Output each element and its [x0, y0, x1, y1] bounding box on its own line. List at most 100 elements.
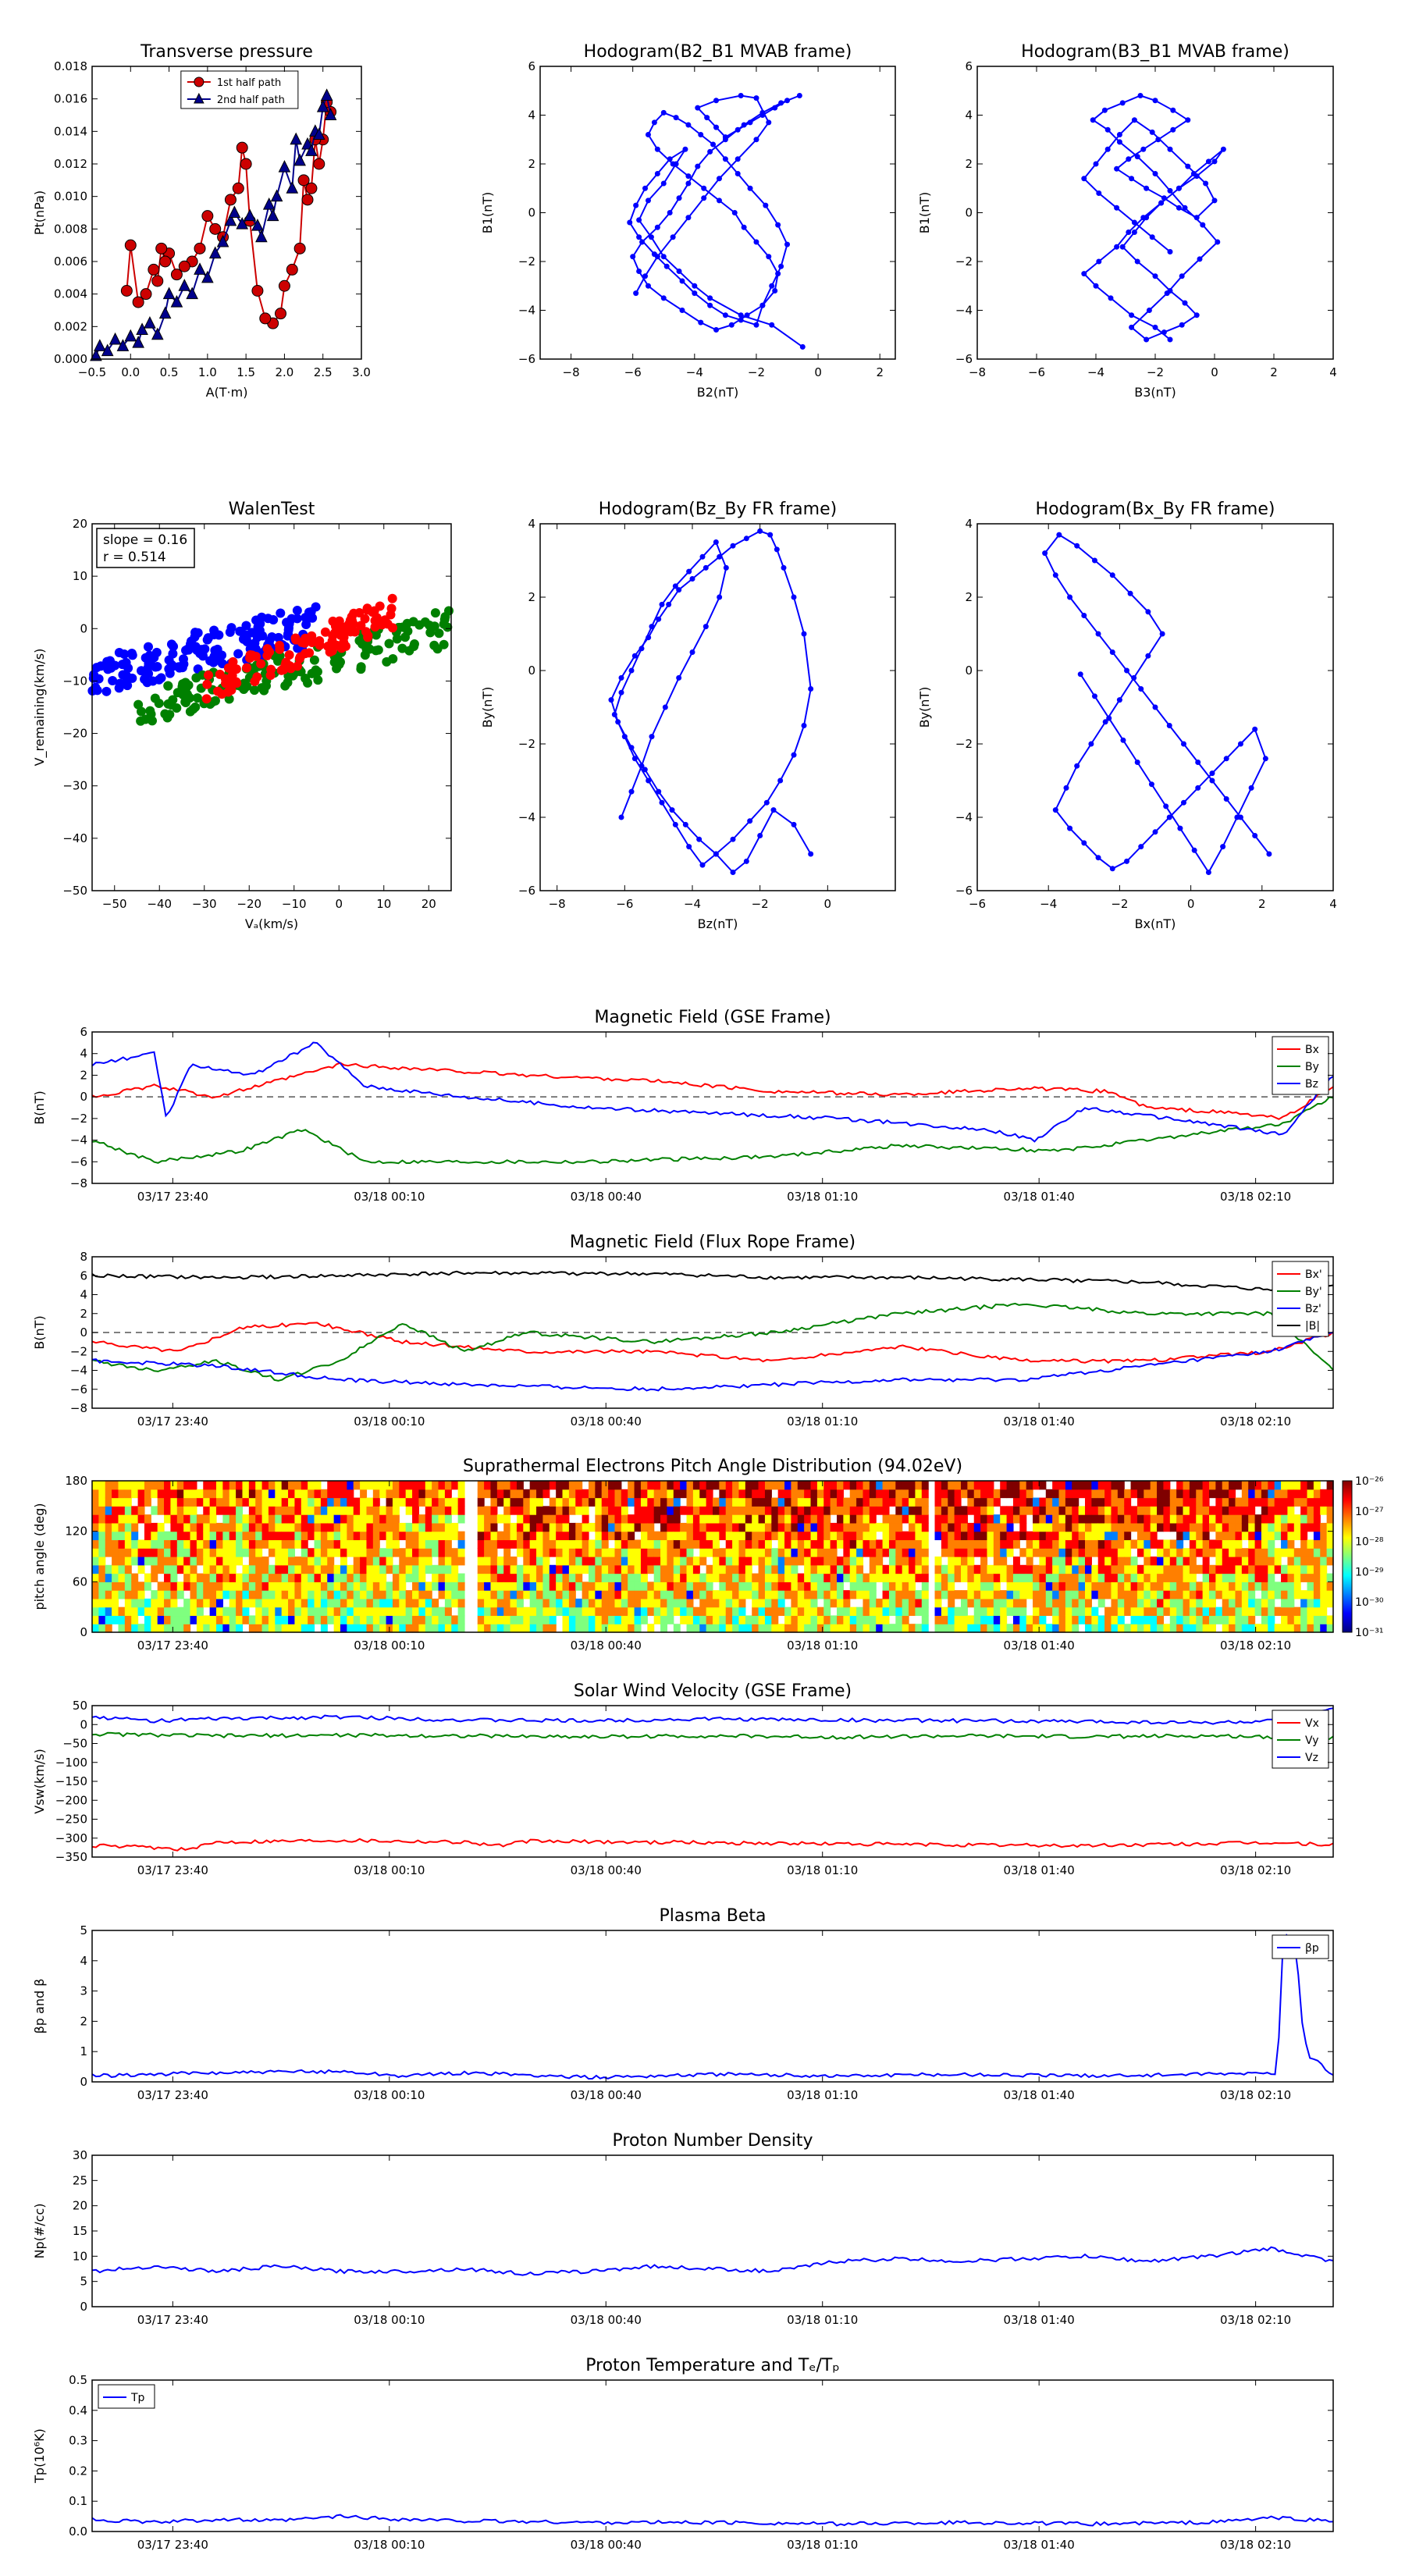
heatmap-cell	[1189, 1548, 1197, 1557]
heatmap-cell	[1183, 1573, 1190, 1582]
colorbar-tick-label: 10⁻³⁰	[1355, 1596, 1384, 1609]
data-point	[286, 181, 299, 194]
data-point	[1179, 322, 1185, 328]
heatmap-cell	[281, 1590, 289, 1599]
heatmap-cell	[1248, 1514, 1256, 1524]
heatmap-cell	[549, 1539, 557, 1549]
scatter-point	[168, 695, 178, 705]
data-point	[753, 322, 759, 328]
heatmap-cell	[1215, 1557, 1223, 1566]
heatmap-cell	[529, 1564, 537, 1574]
heatmap-cell	[1072, 1615, 1080, 1624]
heatmap-cell	[1222, 1582, 1229, 1591]
heatmap-cell	[516, 1497, 524, 1507]
heatmap-cell	[451, 1522, 459, 1532]
heatmap-cell	[457, 1598, 465, 1608]
heatmap-cell	[457, 1590, 465, 1599]
x-tick-label: 03/17 23:40	[137, 1414, 208, 1429]
heatmap-cell	[667, 1531, 674, 1541]
heatmap-cell	[308, 1573, 315, 1582]
scatter-point	[258, 683, 269, 693]
heatmap-cell	[647, 1522, 655, 1532]
legend-label: |B|	[1305, 1320, 1320, 1332]
heatmap-cell	[863, 1497, 870, 1507]
heatmap-cell	[863, 1573, 870, 1582]
heatmap-cell	[405, 1573, 413, 1582]
heatmap-cell	[713, 1590, 720, 1599]
heatmap-cell	[432, 1514, 439, 1524]
heatmap-cell	[477, 1548, 485, 1557]
heatmap-cell	[222, 1590, 230, 1599]
scatter-point	[265, 671, 276, 681]
heatmap-cell	[327, 1497, 335, 1507]
heatmap-cell	[105, 1531, 112, 1541]
x-tick-label: 2	[876, 365, 884, 379]
heatmap-cell	[1058, 1615, 1066, 1624]
data-point	[1129, 176, 1135, 182]
data-point	[1131, 117, 1137, 123]
heatmap-cell	[595, 1564, 603, 1574]
heatmap-cell	[1287, 1606, 1295, 1617]
heatmap-cell	[575, 1624, 583, 1633]
heatmap-cell	[268, 1548, 276, 1557]
heatmap-cell	[562, 1598, 570, 1608]
heatmap-cell	[934, 1590, 942, 1599]
heatmap-cell	[320, 1539, 328, 1549]
heatmap-cell	[314, 1606, 322, 1617]
heatmap-cell	[589, 1557, 596, 1566]
heatmap-cell	[496, 1539, 504, 1549]
heatmap-cell	[1229, 1598, 1236, 1608]
heatmap-cell	[810, 1548, 818, 1557]
data-point	[669, 807, 675, 813]
scatter-point	[250, 628, 260, 638]
heatmap-cell	[791, 1497, 799, 1507]
heatmap-cell	[667, 1506, 674, 1515]
heatmap-cell	[320, 1531, 328, 1541]
heatmap-cell	[157, 1531, 165, 1541]
heatmap-cell	[902, 1590, 909, 1599]
heatmap-cell	[347, 1548, 354, 1557]
heatmap-cell	[1307, 1506, 1314, 1515]
x-tick-label: −6	[616, 897, 633, 911]
heatmap-cell	[308, 1557, 315, 1566]
heatmap-cell	[692, 1582, 700, 1591]
y-tick-label: 120	[65, 1525, 87, 1539]
heatmap-cell	[895, 1564, 903, 1574]
heatmap-cell	[804, 1590, 812, 1599]
legend-label: Bz'	[1305, 1303, 1321, 1315]
heatmap-cell	[301, 1573, 308, 1582]
heatmap-cell	[758, 1539, 766, 1549]
y-tick-label: 4	[80, 1954, 87, 1968]
heatmap-cell	[261, 1514, 269, 1524]
heatmap-cell	[1163, 1598, 1171, 1608]
heatmap-cell	[1072, 1590, 1080, 1599]
heatmap-cell	[1268, 1506, 1275, 1515]
data-point	[216, 234, 229, 247]
heatmap-cell	[934, 1481, 942, 1490]
heatmap-cell	[216, 1539, 223, 1549]
heatmap-cell	[523, 1531, 531, 1541]
colorbar-tick-label: 10⁻²⁸	[1355, 1536, 1384, 1549]
heatmap-cell	[477, 1539, 485, 1549]
heatmap-cell	[1196, 1514, 1204, 1524]
series-line	[91, 1933, 1334, 2080]
heatmap-cell	[921, 1573, 929, 1582]
data-point	[662, 704, 668, 710]
heatmap-cell	[438, 1506, 446, 1515]
heatmap-cell	[112, 1573, 119, 1582]
data-point	[654, 146, 660, 152]
heatmap-cell	[151, 1489, 158, 1499]
heatmap-cell	[810, 1606, 818, 1617]
heatmap-cell	[1052, 1557, 1060, 1566]
data-point	[1119, 100, 1126, 106]
heatmap-cell	[1274, 1514, 1282, 1524]
heatmap-cell	[425, 1624, 432, 1633]
heatmap-cell	[575, 1615, 583, 1624]
data-point	[1102, 719, 1108, 725]
heatmap-cell	[934, 1564, 942, 1574]
heatmap-cell	[888, 1489, 896, 1499]
heatmap-cell	[1209, 1489, 1216, 1499]
heatmap-cell	[882, 1598, 890, 1608]
heatmap-cell	[418, 1522, 426, 1532]
heatmap-cell	[1202, 1590, 1210, 1599]
